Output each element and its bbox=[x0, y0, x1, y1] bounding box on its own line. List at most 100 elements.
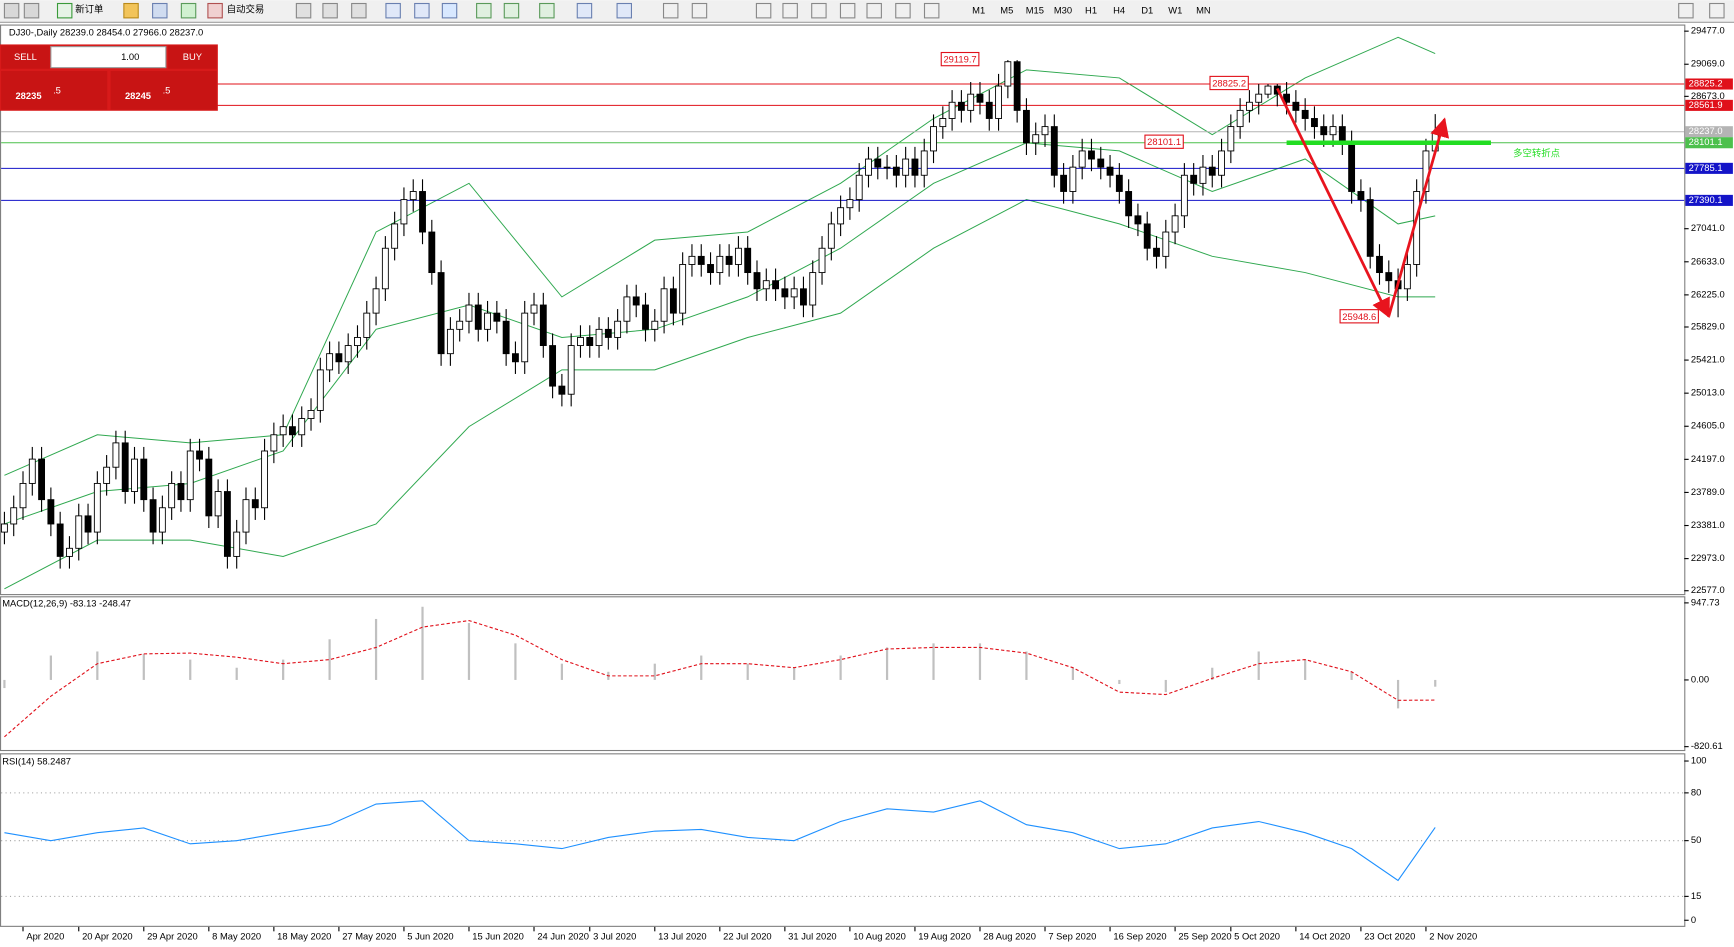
toolbar-icon[interactable] bbox=[23, 2, 40, 19]
candle-body bbox=[196, 450, 203, 460]
candle-body bbox=[1190, 174, 1198, 184]
lot-input[interactable] bbox=[50, 46, 167, 69]
x-tick-label: 18 May 2020 bbox=[277, 930, 331, 941]
macd-bar bbox=[978, 643, 982, 680]
templates-icon[interactable] bbox=[616, 2, 633, 19]
candle-body bbox=[567, 345, 575, 395]
buy-price-frac[interactable]: .5 bbox=[163, 84, 171, 95]
sell-price-box[interactable] bbox=[1, 70, 108, 110]
candle-body bbox=[363, 312, 371, 338]
candle-body bbox=[1023, 109, 1030, 144]
price-callout-box bbox=[940, 51, 980, 67]
candle-body bbox=[883, 166, 891, 169]
crosshair-icon[interactable] bbox=[691, 2, 708, 19]
candle-body bbox=[660, 288, 668, 322]
candle-body bbox=[140, 458, 148, 501]
candle-body bbox=[103, 466, 111, 484]
indicators-icon[interactable] bbox=[539, 2, 555, 19]
search-icon[interactable] bbox=[1678, 2, 1694, 19]
candle-body bbox=[1366, 199, 1374, 257]
zoom-out-icon[interactable] bbox=[414, 2, 430, 19]
candle-body bbox=[586, 337, 594, 347]
buy-price-box[interactable] bbox=[110, 70, 217, 110]
sell-price-frac[interactable]: .5 bbox=[53, 84, 61, 95]
toolbar-icon[interactable] bbox=[152, 2, 168, 19]
price-callout-label: 28825.2 bbox=[1212, 77, 1246, 88]
macd-bar bbox=[421, 606, 424, 680]
timeframe-button[interactable]: M15 bbox=[1026, 5, 1044, 16]
toolbar-icon[interactable] bbox=[180, 2, 197, 19]
auto-trading-icon[interactable] bbox=[207, 2, 223, 19]
candle-body bbox=[493, 312, 501, 322]
macd-title: MACD(12,26,9) -83.13 -248.47 bbox=[2, 597, 131, 608]
new-order-icon[interactable] bbox=[56, 2, 73, 19]
candle-body bbox=[261, 450, 268, 509]
timeframe-button[interactable]: W1 bbox=[1168, 5, 1182, 16]
timeframe-button[interactable]: MN bbox=[1196, 5, 1211, 16]
candle-body bbox=[865, 158, 872, 176]
toolbar-icon[interactable] bbox=[322, 2, 338, 19]
arrow-tool-icon[interactable] bbox=[923, 2, 940, 19]
candle-body bbox=[1236, 109, 1244, 128]
bollinger-middle bbox=[4, 142, 1436, 525]
candle-body bbox=[456, 320, 464, 330]
macd-bar bbox=[653, 663, 656, 680]
candle-body bbox=[1069, 166, 1077, 192]
toolbar-icon[interactable] bbox=[351, 2, 367, 19]
candle-body bbox=[669, 288, 677, 314]
x-tick-label: Apr 2020 bbox=[26, 930, 64, 941]
periods-icon[interactable] bbox=[576, 2, 593, 19]
tile-icon[interactable] bbox=[441, 2, 458, 19]
candle-body bbox=[1301, 109, 1309, 119]
x-tick-label: 20 Apr 2020 bbox=[82, 930, 133, 941]
line-tool-icon[interactable] bbox=[755, 2, 772, 19]
timeframe-button[interactable]: M5 bbox=[1000, 5, 1013, 16]
candle-body bbox=[131, 458, 138, 492]
timeframe-button[interactable]: H4 bbox=[1113, 5, 1125, 16]
macd-bar bbox=[1350, 671, 1353, 680]
buy-price-main[interactable]: 28245 bbox=[125, 90, 151, 101]
sell-label[interactable]: SELL bbox=[14, 51, 37, 62]
candle-body bbox=[948, 101, 956, 119]
candle-body bbox=[381, 247, 389, 290]
line-tool-icon[interactable] bbox=[811, 2, 827, 19]
timeframe-button[interactable]: D1 bbox=[1141, 5, 1153, 16]
candle-body bbox=[279, 426, 287, 436]
candle-body bbox=[642, 304, 649, 330]
toolbar-icon[interactable] bbox=[503, 2, 520, 19]
macd-bar bbox=[746, 663, 749, 680]
x-tick-label: 22 Jul 2020 bbox=[723, 930, 771, 941]
lot-value[interactable]: 1.00 bbox=[121, 51, 139, 62]
y-tick-label: -820.61 bbox=[1691, 740, 1723, 751]
cursor-icon[interactable] bbox=[662, 2, 679, 19]
timeframe-button[interactable]: M1 bbox=[972, 5, 985, 16]
sell-button[interactable] bbox=[1, 45, 50, 69]
toolbar-icon[interactable] bbox=[3, 2, 20, 19]
zoom-in-icon[interactable] bbox=[385, 2, 401, 19]
toolbar-icon[interactable] bbox=[123, 2, 139, 19]
line-tool-icon[interactable] bbox=[839, 2, 856, 19]
candle-body bbox=[734, 247, 742, 265]
auto-trading-button[interactable]: 自动交易 bbox=[227, 4, 265, 15]
candle-body bbox=[1199, 166, 1207, 184]
timeframe-button[interactable]: H1 bbox=[1085, 5, 1097, 16]
buy-button[interactable] bbox=[168, 45, 217, 69]
macd-bar bbox=[793, 667, 796, 680]
buy-label[interactable]: BUY bbox=[183, 51, 203, 62]
candle-body bbox=[967, 93, 975, 111]
toolbar-icon[interactable] bbox=[295, 2, 312, 19]
macd-signal bbox=[4, 620, 1436, 738]
macd-bar bbox=[1118, 679, 1121, 685]
x-tick-label: 10 Aug 2020 bbox=[853, 930, 906, 941]
label-tool-icon[interactable] bbox=[895, 2, 911, 19]
y-tick-label: 0 bbox=[1691, 914, 1696, 925]
line-tool-icon[interactable] bbox=[782, 2, 798, 19]
new-order-button[interactable]: 新订单 bbox=[75, 4, 103, 15]
price-callout-label: 29119.7 bbox=[943, 54, 976, 65]
toolbar-icon[interactable] bbox=[476, 2, 492, 19]
chat-icon[interactable] bbox=[1709, 2, 1725, 19]
sell-price-main[interactable]: 28235 bbox=[15, 90, 41, 101]
text-tool-icon[interactable] bbox=[866, 2, 882, 19]
timeframe-button[interactable]: M30 bbox=[1054, 5, 1072, 16]
